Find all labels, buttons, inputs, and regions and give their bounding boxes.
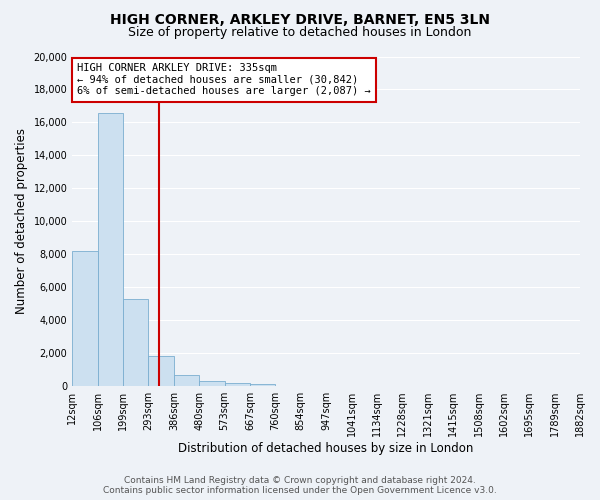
X-axis label: Distribution of detached houses by size in London: Distribution of detached houses by size … — [178, 442, 474, 455]
Text: Contains HM Land Registry data © Crown copyright and database right 2024.
Contai: Contains HM Land Registry data © Crown c… — [103, 476, 497, 495]
Bar — [72, 251, 98, 386]
Bar — [224, 383, 250, 386]
Bar — [123, 298, 148, 386]
Y-axis label: Number of detached properties: Number of detached properties — [15, 128, 28, 314]
Text: HIGH CORNER, ARKLEY DRIVE, BARNET, EN5 3LN: HIGH CORNER, ARKLEY DRIVE, BARNET, EN5 3… — [110, 12, 490, 26]
Bar — [250, 384, 275, 386]
Text: HIGH CORNER ARKLEY DRIVE: 335sqm
← 94% of detached houses are smaller (30,842)
6: HIGH CORNER ARKLEY DRIVE: 335sqm ← 94% o… — [77, 63, 371, 96]
Bar — [199, 381, 224, 386]
Bar — [148, 356, 174, 386]
Bar — [98, 112, 123, 386]
Bar — [174, 376, 199, 386]
Text: Size of property relative to detached houses in London: Size of property relative to detached ho… — [128, 26, 472, 39]
